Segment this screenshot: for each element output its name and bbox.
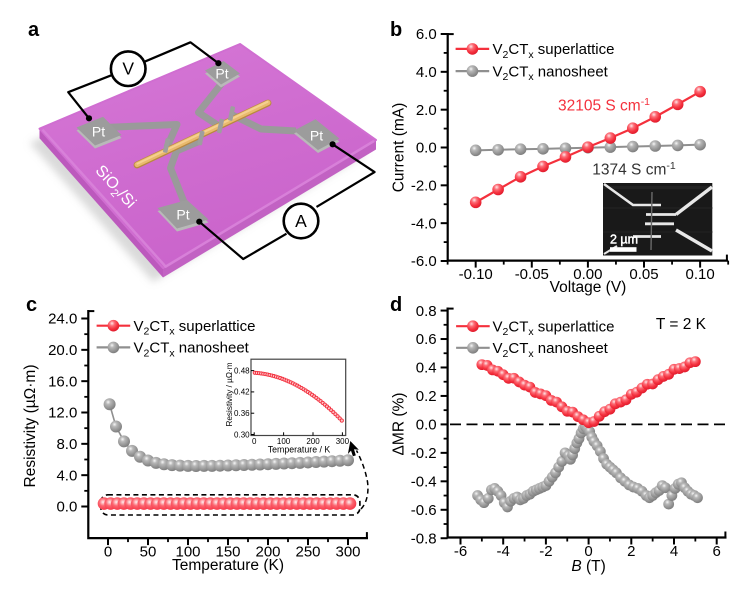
svg-text:200: 200 xyxy=(306,437,320,446)
svg-text:Pt: Pt xyxy=(176,207,189,223)
svg-text:100: 100 xyxy=(175,544,200,561)
svg-text:Resistivity (µΩ·m): Resistivity (µΩ·m) xyxy=(22,365,39,488)
svg-text:-0.6: -0.6 xyxy=(411,502,437,519)
svg-text:V2CTx nanosheet: V2CTx nanosheet xyxy=(134,340,250,360)
svg-text:300: 300 xyxy=(335,544,360,561)
svg-text:T = 2 K: T = 2 K xyxy=(656,316,707,333)
svg-text:12.0: 12.0 xyxy=(48,405,77,422)
svg-text:Temperature / K: Temperature / K xyxy=(268,444,331,454)
svg-text:c: c xyxy=(26,294,37,316)
svg-text:a: a xyxy=(28,19,40,41)
svg-text:0.00: 0.00 xyxy=(573,266,602,283)
svg-text:0.8: 0.8 xyxy=(416,303,437,320)
svg-text:0.30: 0.30 xyxy=(234,430,250,439)
svg-text:2: 2 xyxy=(627,543,635,560)
svg-text:20.0: 20.0 xyxy=(48,342,77,359)
svg-text:V2CTx superlattice: V2CTx superlattice xyxy=(134,318,256,338)
svg-text:300: 300 xyxy=(336,437,350,446)
svg-text:A: A xyxy=(295,211,307,231)
svg-text:100: 100 xyxy=(277,437,291,446)
svg-text:-0.8: -0.8 xyxy=(411,530,437,547)
svg-text:50: 50 xyxy=(140,544,157,561)
svg-text:-0.2: -0.2 xyxy=(411,445,437,462)
svg-text:0.4: 0.4 xyxy=(416,360,437,377)
svg-text:ΔMR (%): ΔMR (%) xyxy=(391,393,408,456)
svg-text:2.0: 2.0 xyxy=(416,102,437,119)
svg-text:Current (mA): Current (mA) xyxy=(391,103,408,193)
svg-text:d: d xyxy=(390,294,402,316)
svg-text:0: 0 xyxy=(252,437,257,446)
svg-text:Temperature (K): Temperature (K) xyxy=(172,557,284,574)
svg-text:2 µm: 2 µm xyxy=(610,233,638,247)
svg-text:V2CTx superlattice: V2CTx superlattice xyxy=(493,318,615,338)
svg-text:1374 S cm-1: 1374 S cm-1 xyxy=(592,160,676,179)
svg-text:Resistivity / µΩ·m: Resistivity / µΩ·m xyxy=(225,362,234,426)
svg-text:0.0: 0.0 xyxy=(416,417,437,434)
svg-text:150: 150 xyxy=(215,544,240,561)
svg-text:Voltage (V): Voltage (V) xyxy=(550,279,627,296)
svg-text:-0.4: -0.4 xyxy=(411,474,437,491)
svg-text:4.0: 4.0 xyxy=(56,467,77,484)
svg-text:Pt: Pt xyxy=(92,124,105,140)
svg-text:-0.05: -0.05 xyxy=(515,266,549,283)
svg-text:0.36: 0.36 xyxy=(234,409,250,418)
svg-text:6: 6 xyxy=(713,543,721,560)
svg-text:b: b xyxy=(390,19,402,41)
svg-text:-2: -2 xyxy=(539,543,552,560)
svg-text:Pt: Pt xyxy=(310,128,323,144)
svg-text:4: 4 xyxy=(670,543,678,560)
svg-text:0.05: 0.05 xyxy=(629,266,658,283)
svg-text:0.2: 0.2 xyxy=(416,388,437,405)
svg-text:V: V xyxy=(122,59,134,79)
svg-text:-4: -4 xyxy=(497,543,510,560)
svg-text:200: 200 xyxy=(255,544,280,561)
svg-text:V2CTx nanosheet: V2CTx nanosheet xyxy=(493,63,609,83)
svg-text:0: 0 xyxy=(104,544,112,561)
svg-text:V2CTx nanosheet: V2CTx nanosheet xyxy=(493,340,609,360)
svg-text:0.6: 0.6 xyxy=(416,331,437,348)
svg-text:-4.0: -4.0 xyxy=(411,215,437,232)
svg-text:Pt: Pt xyxy=(215,66,228,82)
svg-text:-6.0: -6.0 xyxy=(411,253,437,270)
svg-text:0.10: 0.10 xyxy=(686,266,715,283)
svg-text:4.0: 4.0 xyxy=(416,64,437,81)
svg-text:-6: -6 xyxy=(454,543,467,560)
svg-text:8.0: 8.0 xyxy=(56,436,77,453)
svg-text:-0.10: -0.10 xyxy=(459,266,493,283)
svg-text:V2CTx superlattice: V2CTx superlattice xyxy=(493,41,615,61)
svg-text:0.42: 0.42 xyxy=(234,388,250,397)
svg-text:-2.0: -2.0 xyxy=(411,178,437,195)
svg-text:32105 S cm-1: 32105 S cm-1 xyxy=(558,96,650,115)
svg-text:0.0: 0.0 xyxy=(416,140,437,157)
svg-text:24.0: 24.0 xyxy=(48,311,77,328)
svg-text:6.0: 6.0 xyxy=(416,26,437,43)
svg-text:B (T): B (T) xyxy=(571,558,605,575)
svg-text:0.0: 0.0 xyxy=(56,499,77,516)
svg-text:0.48: 0.48 xyxy=(234,366,250,375)
svg-text:16.0: 16.0 xyxy=(48,373,77,390)
svg-text:0: 0 xyxy=(584,543,592,560)
svg-text:250: 250 xyxy=(295,544,320,561)
